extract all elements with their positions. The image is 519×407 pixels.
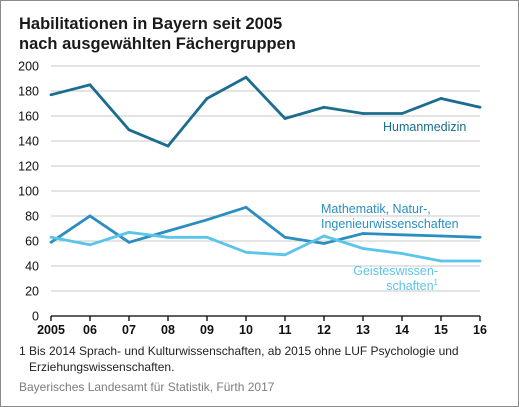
data-point-geisteswissenschaften-11 — [283, 253, 287, 257]
y-tick-label-60: 60 — [25, 235, 39, 249]
y-tick-label-100: 100 — [18, 185, 39, 199]
x-tick-label-14: 14 — [395, 323, 409, 337]
data-point-geisteswissenschaften-10 — [244, 250, 248, 254]
series-label-mathematik: Mathematik, Natur-, Ingenieurwissenschaft… — [321, 202, 459, 231]
x-tick-label-13: 13 — [356, 323, 370, 337]
x-tick-label-10: 10 — [239, 323, 253, 337]
data-point-geisteswissenschaften-09 — [205, 235, 209, 239]
data-point-mathematik-2005 — [49, 240, 53, 244]
source-note: Bayerisches Landesamt für Statistik, Für… — [19, 380, 275, 394]
y-tick-label-160: 160 — [18, 110, 39, 124]
data-point-geisteswissenschaften-15 — [439, 259, 443, 263]
data-point-humanmedizin-15 — [439, 97, 443, 100]
data-point-mathematik-08 — [166, 229, 170, 233]
y-tick-label-40: 40 — [25, 260, 39, 274]
data-point-mathematik-13 — [361, 232, 365, 235]
x-tick-label-15: 15 — [434, 323, 448, 337]
data-point-mathematik-07 — [127, 240, 131, 244]
data-point-mathematik-10 — [244, 205, 248, 209]
y-tick-label-20: 20 — [25, 285, 39, 299]
y-tick-label-0: 0 — [32, 310, 39, 324]
data-point-humanmedizin-11 — [283, 117, 287, 120]
data-point-humanmedizin-10 — [244, 75, 248, 79]
y-tick-label-180: 180 — [18, 85, 39, 99]
data-point-geisteswissenschaften-08 — [166, 235, 170, 239]
data-point-humanmedizin-13 — [361, 112, 365, 115]
data-point-humanmedizin-09 — [205, 97, 209, 100]
data-point-mathematik-06 — [88, 214, 92, 218]
data-point-humanmedizin-12 — [322, 105, 326, 109]
chart-title-line-2: nach ausgewählten Fächergruppen — [19, 35, 296, 53]
series-label-geisteswissenschaften: Geisteswissen-schaften1 — [353, 264, 438, 293]
x-tick-label-12: 12 — [317, 323, 331, 337]
series-line-humanmedizin — [50, 75, 481, 148]
x-tick-label-07: 07 — [122, 323, 136, 337]
series-line-geisteswissenschaften — [50, 230, 480, 263]
y-tick-label-120: 120 — [18, 160, 39, 174]
x-tick-label-11: 11 — [278, 323, 291, 337]
series-label-line: Geisteswissen- — [353, 264, 438, 278]
footnote-line-2: Erziehungswissenschaften. — [29, 359, 175, 374]
data-point-humanmedizin-06 — [88, 83, 92, 87]
data-point-humanmedizin-07 — [127, 128, 131, 132]
data-point-geisteswissenschaften-06 — [88, 243, 92, 247]
data-point-geisteswissenschaften-14 — [400, 252, 404, 255]
data-point-mathematik-16 — [478, 235, 482, 239]
series-line-mathematik — [50, 205, 481, 245]
data-point-geisteswissenschaften-16 — [478, 259, 482, 263]
footnote-number: 1 — [19, 344, 26, 358]
series-label-line: Ingenieurwissenschaften — [321, 217, 459, 231]
x-tick-label-2005: 2005 — [37, 323, 65, 337]
data-point-mathematik-12 — [322, 242, 326, 245]
series-label-humanmedizin: Humanmedizin — [383, 120, 466, 134]
line-chart: 0 20 40 60 80 100 120 140 160 180 200 2005 06 07 08 09 1… — [18, 60, 487, 338]
x-tick-label-16: 16 — [473, 323, 487, 337]
y-tick-label-140: 140 — [18, 135, 39, 149]
data-point-mathematik-09 — [205, 218, 209, 222]
x-tick-label-09: 09 — [200, 323, 214, 337]
footnote: 1 Bis 2014 Sprach- und Kulturwissenschaft… — [19, 344, 499, 375]
footnote-line-1: Bis 2014 Sprach- und Kulturwissenschafte… — [29, 344, 459, 358]
data-point-humanmedizin-14 — [400, 112, 404, 115]
data-point-mathematik-15 — [439, 234, 443, 238]
data-point-geisteswissenschaften-13 — [361, 247, 365, 250]
data-point-humanmedizin-2005 — [49, 93, 53, 97]
y-tick-label-200: 200 — [18, 60, 39, 74]
data-point-humanmedizin-08 — [166, 144, 170, 148]
series-label-line: schaften — [386, 279, 433, 293]
y-tick-label-80: 80 — [25, 210, 39, 224]
x-tick-label-06: 06 — [83, 323, 97, 337]
data-point-geisteswissenschaften-2005 — [49, 235, 53, 239]
x-tick-label-08: 08 — [161, 323, 175, 337]
data-point-mathematik-14 — [400, 233, 404, 237]
chart-title: Habilitationen in Bayern seit 2005 nach … — [19, 14, 499, 54]
series-label-line: Humanmedizin — [383, 120, 466, 134]
series-label-superscript: 1 — [434, 278, 439, 287]
series-label-line: Mathematik, Natur-, — [321, 202, 431, 216]
data-point-humanmedizin-16 — [478, 105, 482, 109]
data-point-geisteswissenschaften-12 — [322, 234, 326, 238]
chart-title-line-1: Habilitationen in Bayern seit 2005 — [19, 15, 283, 33]
data-point-geisteswissenschaften-07 — [127, 230, 131, 234]
data-point-mathematik-11 — [283, 235, 287, 239]
